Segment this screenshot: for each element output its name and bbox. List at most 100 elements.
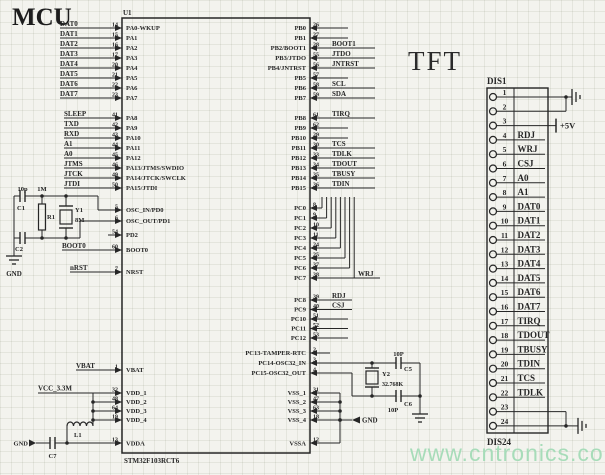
chip-pin-name: VDD_1 [126, 390, 147, 397]
component-value: 10P [388, 407, 399, 414]
pin-arrow [310, 125, 317, 131]
component-ref: L1 [74, 432, 82, 439]
connector-pin-number: 4 [503, 131, 507, 140]
chip-pin-name: PB8 [294, 115, 306, 122]
chip-pin-name: BOOT0 [126, 247, 148, 254]
pin-arrow [310, 297, 317, 303]
chip-pin-name: PB5 [294, 75, 306, 82]
pin-arrow [310, 265, 317, 271]
chip-pin-name: PB7 [294, 95, 306, 102]
component-ref: Y2 [382, 371, 390, 378]
net-label: CSJ [332, 302, 345, 310]
pin-arrow [310, 225, 317, 231]
component-value: 32.768K [382, 382, 404, 388]
connector-pin-number: 9 [503, 202, 507, 211]
pin-number: 40 [313, 304, 319, 310]
pin-arrow [115, 367, 122, 373]
pin-number: 54 [112, 230, 118, 236]
connector-pin-number: 3 [503, 117, 507, 126]
chip-pin-name: PC3 [294, 235, 307, 242]
pin-number: 42 [112, 123, 118, 129]
chip-pin-name: PC5 [294, 255, 307, 262]
pin-arrow [310, 185, 317, 191]
chip-pin-name: PB0 [294, 25, 306, 32]
connector-pin-circle [488, 107, 498, 116]
pin-arrow [115, 440, 122, 446]
chip-pin-name: PB3/JTDO [275, 55, 306, 62]
gnd-label: GND [6, 270, 22, 278]
chip-pin-name: PA5 [126, 75, 138, 82]
connector-signal-label: A1 [518, 187, 529, 197]
chip-pin-name: VSS_1 [288, 390, 306, 397]
junction-dot [370, 394, 374, 398]
net-label: TXD [64, 120, 79, 128]
connector-pin-number: 15 [501, 288, 509, 297]
chip-pin-name: VSSA [289, 440, 306, 447]
pin-number: 53 [313, 333, 319, 339]
connector-pin-circle [488, 393, 498, 402]
gnd-label: GND [14, 441, 29, 448]
pin-arrow [115, 55, 122, 61]
pin-number: 11 [313, 233, 319, 239]
connector-signal-label: DAT2 [518, 230, 541, 240]
chip-pin-name: PA1 [126, 35, 137, 42]
inductor-l1 [66, 421, 94, 427]
pin-number: 59 [313, 93, 319, 99]
pin-arrow [115, 399, 122, 405]
chip-pin-name: VDD_2 [126, 399, 147, 406]
component-ref: C5 [404, 366, 413, 373]
pin-number: 58 [313, 83, 319, 89]
connector-pin-circle [488, 135, 498, 144]
pin-arrow [310, 155, 317, 161]
pin-arrow [310, 115, 317, 121]
pin-arrow [115, 185, 122, 191]
pin-arrow [310, 255, 317, 261]
pin-arrow [310, 45, 317, 51]
connector-signal-label: CSJ [518, 159, 535, 169]
pin-number: 9 [313, 213, 316, 219]
pin-number: 2 [313, 348, 316, 354]
pin-arrow [310, 316, 317, 322]
connector-pin-number: 18 [501, 331, 509, 340]
net-label: JTMS [64, 160, 83, 168]
pin-arrow [115, 25, 122, 31]
pin-number: 47 [313, 397, 319, 403]
pin-arrow [115, 408, 122, 414]
pin-number: 26 [313, 23, 319, 29]
pin-number: 24 [313, 243, 319, 249]
pin-number: 6 [115, 216, 118, 222]
mcu-section-title: MCU [12, 4, 72, 31]
chip-pin-name: PA7 [126, 95, 138, 102]
pin-arrow [115, 85, 122, 91]
connector-pin-number: 20 [501, 360, 509, 369]
pin-number: 55 [313, 53, 319, 59]
tft-section-title: TFT [408, 46, 463, 76]
pin-number: 63 [313, 406, 319, 412]
pin-arrow [115, 232, 122, 238]
net-label: TDIN [332, 180, 350, 188]
net-label: DAT5 [60, 70, 78, 78]
net-label: A0 [64, 150, 73, 158]
connector-signal-label: DAT0 [518, 201, 541, 211]
pin-number: 21 [112, 73, 118, 79]
pin-number: 60 [112, 245, 118, 251]
net-label: DAT0 [60, 20, 78, 28]
net-label: SLEEP [64, 110, 87, 118]
pin-number: 36 [313, 183, 319, 189]
pin-number: 14 [112, 23, 118, 29]
connector-signal-label: TDOUT [518, 330, 550, 340]
connector-pin-circle [488, 235, 498, 245]
pin-number: 56 [313, 63, 319, 69]
pin-arrow [310, 55, 317, 61]
resistor-r1 [37, 203, 47, 231]
pin-arrow [115, 165, 122, 171]
pin-number: 61 [313, 113, 319, 119]
junction-dot [91, 418, 95, 422]
connector-pin-number: 8 [503, 188, 507, 197]
connector-pin-number: 21 [501, 374, 509, 383]
pin-number: 18 [313, 415, 319, 421]
connector-pin-number: 13 [501, 260, 509, 269]
power-label: +5V [560, 121, 576, 131]
junction-dot [418, 394, 422, 398]
